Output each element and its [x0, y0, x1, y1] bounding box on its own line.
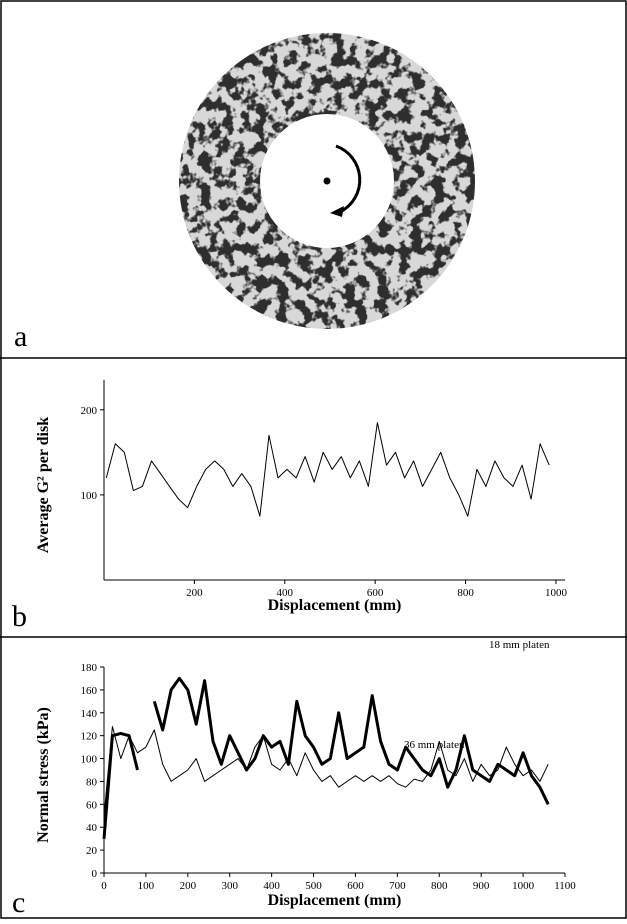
x-tick-label: 400 — [277, 587, 294, 599]
data-line — [105, 422, 550, 517]
y-tick-label: 180 — [81, 662, 98, 674]
disk-center — [323, 177, 331, 185]
series-label: 36 mm platen — [404, 739, 465, 751]
x-tick-label: 200 — [186, 587, 203, 599]
arrow-head — [330, 206, 344, 217]
y-tick-label: 100 — [81, 754, 98, 766]
y-tick-label: 0 — [92, 868, 98, 880]
x-axis-title: Displacement (mm) — [268, 892, 402, 909]
x-tick-label: 1100 — [554, 880, 576, 892]
x-tick-label: 500 — [305, 880, 322, 892]
y-axis-title: Normal stress (kPa) — [35, 707, 52, 843]
x-axis-title: Displacement (mm) — [268, 597, 402, 614]
panel-label: b — [12, 600, 27, 633]
data-line — [102, 676, 550, 839]
y-tick-label: 140 — [81, 708, 98, 720]
x-tick-label: 800 — [457, 587, 474, 599]
x-tick-label: 400 — [263, 880, 280, 892]
disk-image — [170, 25, 490, 345]
panel-label: a — [14, 320, 27, 353]
panel-label: c — [12, 886, 25, 919]
x-tick-label: 600 — [347, 880, 364, 892]
y-tick-label: 40 — [86, 822, 98, 834]
x-tick-label: 300 — [221, 880, 238, 892]
y-tick-label: 80 — [86, 776, 98, 788]
x-tick-label: 1000 — [512, 880, 535, 892]
x-tick-label: 800 — [431, 880, 448, 892]
y-tick-label: 120 — [81, 731, 98, 743]
x-tick-label: 1000 — [545, 587, 568, 599]
data-line — [103, 726, 549, 816]
y-tick-label: 160 — [81, 685, 98, 697]
y-tick-label: 60 — [86, 799, 98, 811]
rotation-arrow — [335, 144, 362, 214]
x-tick-label: 0 — [101, 880, 107, 892]
x-tick-label: 600 — [367, 587, 384, 599]
y-tick-label: 20 — [86, 845, 98, 857]
x-tick-label: 100 — [138, 880, 155, 892]
x-tick-label: 200 — [180, 880, 197, 892]
x-tick-label: 700 — [389, 880, 406, 892]
y-tick-label: 100 — [81, 490, 98, 502]
series-label: 18 mm platen — [489, 639, 550, 651]
x-tick-label: 900 — [473, 880, 490, 892]
y-tick-label: 200 — [81, 405, 98, 417]
y-axis-title: Average G² per disk — [35, 417, 52, 553]
